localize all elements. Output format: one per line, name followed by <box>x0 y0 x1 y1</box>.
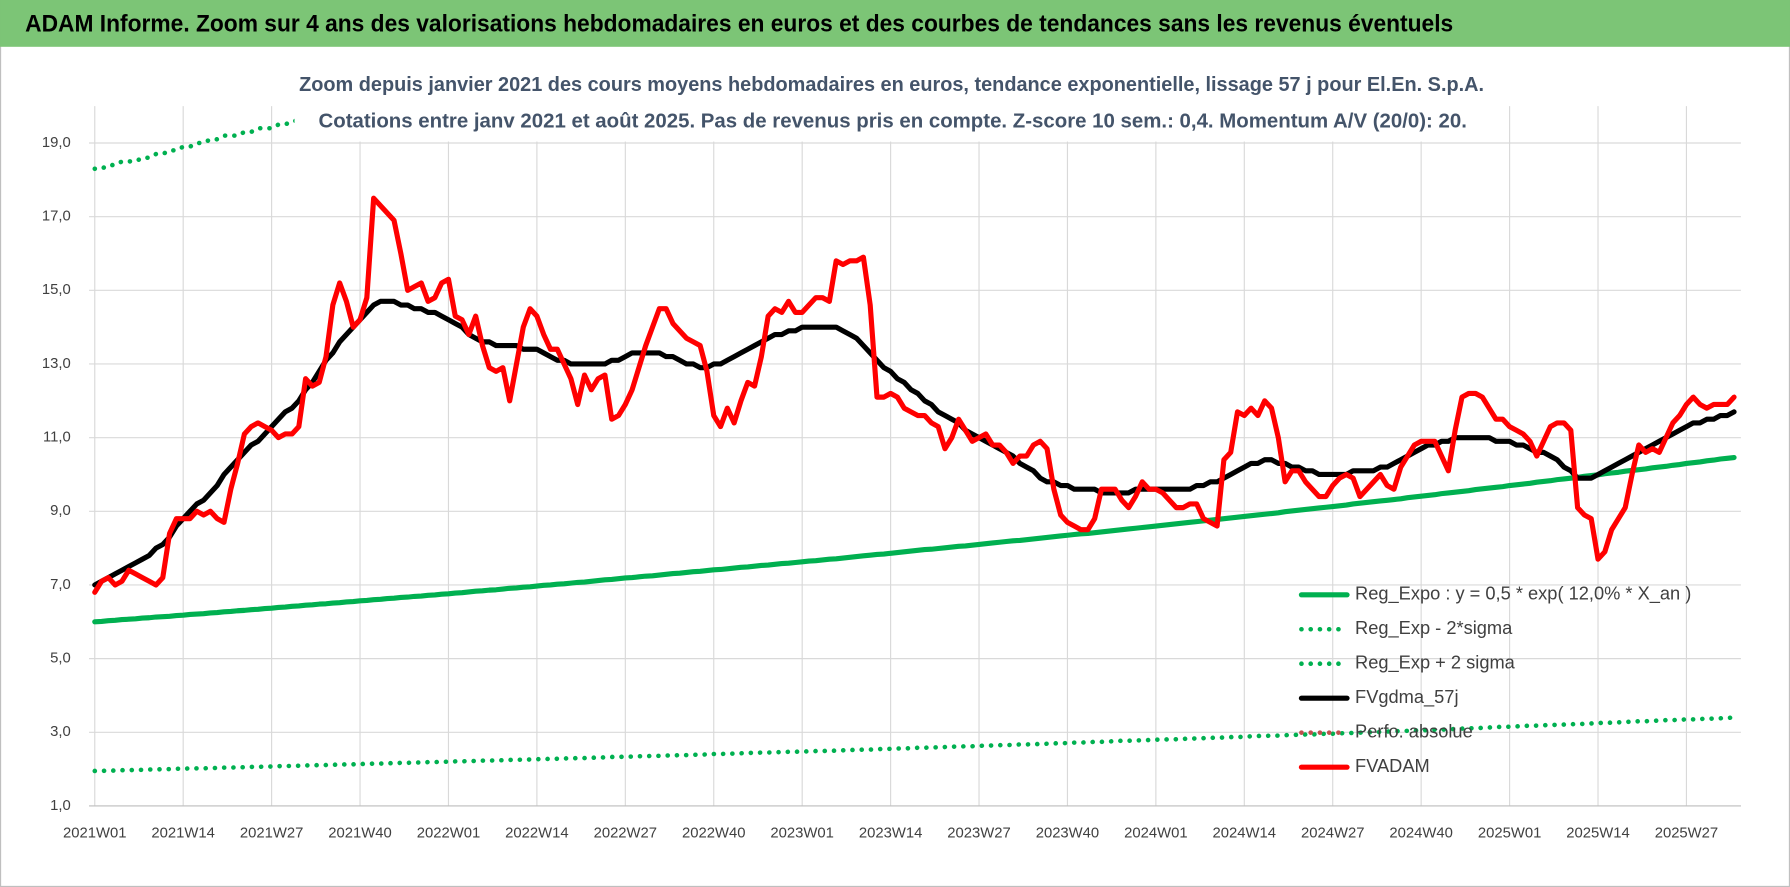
legend-label: Perfo. absolue <box>1355 720 1473 741</box>
banner-title: ADAM Informe. Zoom sur 4 ans des valoris… <box>25 10 1453 37</box>
x-tick-label: 2023W01 <box>770 825 833 841</box>
legend-label: Reg_Expo : y = 0,5 * exp( 12,0% * X_an ) <box>1355 583 1691 605</box>
legend-label: Reg_Exp + 2 sigma <box>1355 652 1516 674</box>
y-tick-label: 11,0 <box>43 430 71 446</box>
x-tick-label: 2021W01 <box>63 825 126 841</box>
x-tick-label: 2021W40 <box>328 825 391 841</box>
title-backdrop <box>294 66 1490 142</box>
x-tick-label: 2021W27 <box>240 825 303 841</box>
y-tick-label: 17,0 <box>42 209 71 225</box>
chart-title: Zoom depuis janvier 2021 des cours moyen… <box>299 73 1484 96</box>
y-tick-label: 13,0 <box>42 356 71 372</box>
series-line <box>92 195 1737 595</box>
series-line <box>92 298 1737 588</box>
legend: Reg_Expo : y = 0,5 * exp( 12,0% * X_an )… <box>1298 583 1691 776</box>
x-tick-label: 2022W27 <box>594 825 657 841</box>
y-tick-label: 7,0 <box>50 577 71 593</box>
plot-area: 1,0 3,0 5,0 7,0 9,0 11,0 13,0 15,0 17,0 19,0 2021W… <box>42 102 1741 841</box>
x-tick-label: 2023W40 <box>1036 825 1099 841</box>
x-tick-label: 2021W14 <box>151 825 214 841</box>
x-tick-label: 2024W01 <box>1124 825 1187 841</box>
y-tick-label: 1,0 <box>50 798 71 814</box>
x-tick-label: 2023W27 <box>947 825 1010 841</box>
y-tick-label: 19,0 <box>42 135 71 151</box>
x-tick-label: 2024W14 <box>1213 825 1276 841</box>
x-tick-label: 2025W27 <box>1655 825 1718 841</box>
legend-label: Reg_Exp - 2*sigma <box>1355 617 1513 639</box>
x-tick-label: 2022W40 <box>682 825 745 841</box>
chart-subtitle: Cotations entre janv 2021 et août 2025. … <box>319 110 1467 133</box>
y-tick-label: 9,0 <box>50 503 71 519</box>
legend-label: FVADAM <box>1355 755 1430 776</box>
x-tick-label: 2023W14 <box>859 825 922 841</box>
legend-label: FVgdma_57j <box>1355 686 1458 708</box>
x-tick-label: 2024W40 <box>1389 825 1452 841</box>
x-tick-label: 2025W01 <box>1478 825 1541 841</box>
y-tick-label: 15,0 <box>42 282 71 298</box>
y-tick-label: 5,0 <box>50 651 71 667</box>
x-tick-label: 2024W27 <box>1301 825 1364 841</box>
series-line <box>92 454 1737 625</box>
banner <box>0 0 1790 47</box>
series-line <box>92 715 1737 774</box>
x-tick-label: 2022W01 <box>417 825 480 841</box>
x-tick-label: 2022W14 <box>505 825 568 841</box>
y-tick-label: 3,0 <box>50 724 71 740</box>
x-tick-label: 2025W14 <box>1566 825 1629 841</box>
